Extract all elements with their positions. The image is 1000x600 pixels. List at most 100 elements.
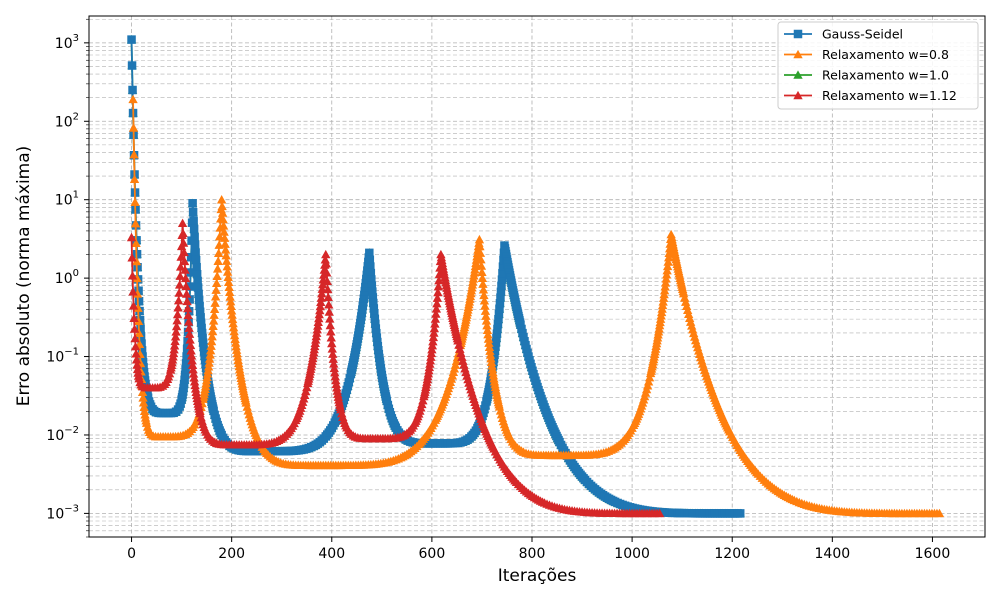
data-point <box>433 287 443 297</box>
data-point <box>182 352 191 361</box>
data-point <box>219 233 230 242</box>
data-point <box>654 508 665 518</box>
data-point <box>190 232 199 242</box>
data-point <box>129 313 139 322</box>
data-point <box>190 380 200 390</box>
data-point <box>226 301 236 310</box>
y-tick-label: 102 <box>55 111 79 130</box>
data-point <box>225 296 236 306</box>
data-point <box>193 276 202 286</box>
data-point <box>134 286 143 295</box>
data-point <box>431 304 442 313</box>
data-point <box>329 359 339 368</box>
legend-item: Relaxamento w=0.8 <box>784 47 949 62</box>
data-point <box>194 295 204 305</box>
data-point <box>456 348 466 357</box>
data-point <box>232 348 242 358</box>
data-point <box>172 315 182 325</box>
data-point <box>478 285 489 294</box>
data-point <box>934 508 945 518</box>
data-point <box>371 319 380 329</box>
data-point <box>185 282 195 291</box>
legend-item: Relaxamento w=1.12 <box>784 88 957 103</box>
data-point <box>138 357 148 367</box>
y-tick-label: 10−1 <box>46 347 79 366</box>
data-point <box>181 289 192 298</box>
data-point <box>482 325 493 334</box>
data-point <box>134 328 144 338</box>
data-point <box>226 306 237 315</box>
data-point <box>188 364 198 374</box>
data-point <box>195 307 205 317</box>
data-point <box>227 314 238 324</box>
data-point <box>133 303 143 312</box>
data-point <box>484 342 495 351</box>
data-point <box>494 314 503 324</box>
data-point <box>365 248 374 258</box>
data-point <box>485 346 495 355</box>
data-point <box>228 318 238 328</box>
data-point <box>181 365 190 374</box>
legend-marker <box>793 70 803 79</box>
data-point <box>179 379 189 389</box>
data-point <box>336 404 346 414</box>
data-point <box>366 262 375 271</box>
data-point <box>325 314 335 323</box>
legend-box <box>777 21 979 110</box>
data-point <box>175 262 186 271</box>
data-point <box>366 268 376 278</box>
data-point <box>491 338 501 347</box>
data-point <box>139 367 149 377</box>
data-point <box>479 296 490 305</box>
data-point <box>186 252 196 262</box>
data-point <box>485 350 496 359</box>
data-point <box>327 344 337 353</box>
data-point <box>182 303 193 313</box>
data-point <box>128 85 137 95</box>
data-point <box>197 323 206 333</box>
data-point <box>181 359 191 368</box>
data-point <box>493 319 503 329</box>
data-point <box>211 278 222 288</box>
data-point <box>483 329 493 339</box>
data-point <box>182 296 192 306</box>
data-point <box>681 301 692 310</box>
data-point <box>372 333 382 342</box>
series-layer <box>126 34 945 518</box>
data-point <box>316 297 326 307</box>
data-point <box>498 262 508 271</box>
data-point <box>231 345 242 354</box>
data-point <box>679 293 690 302</box>
data-point <box>183 327 193 337</box>
data-point <box>429 323 440 333</box>
data-point <box>479 290 489 300</box>
data-point <box>326 327 336 336</box>
data-point <box>196 313 205 322</box>
data-point <box>126 232 137 242</box>
data-point <box>662 261 673 271</box>
legend-marker <box>793 29 803 39</box>
data-point <box>220 239 230 248</box>
data-point <box>224 287 235 296</box>
y-axis-title: Erro absoluto (norma máxima) <box>14 146 34 407</box>
legend-label: Relaxamento w=1.0 <box>822 68 949 83</box>
data-point <box>434 275 444 285</box>
data-point <box>129 324 140 333</box>
data-point <box>478 279 488 288</box>
data-point <box>194 289 203 299</box>
data-point <box>430 319 440 328</box>
data-point <box>134 297 144 306</box>
data-point <box>316 293 326 302</box>
data-point <box>317 288 327 298</box>
legend-label: Relaxamento w=1.12 <box>822 88 957 103</box>
data-point <box>480 306 491 315</box>
data-point <box>132 364 143 374</box>
data-point <box>433 281 444 291</box>
data-point <box>127 271 138 280</box>
data-point <box>137 346 147 355</box>
data-point <box>494 309 504 319</box>
data-point <box>429 328 439 337</box>
data-point <box>136 324 145 333</box>
data-point <box>206 341 216 350</box>
data-point <box>218 214 228 224</box>
